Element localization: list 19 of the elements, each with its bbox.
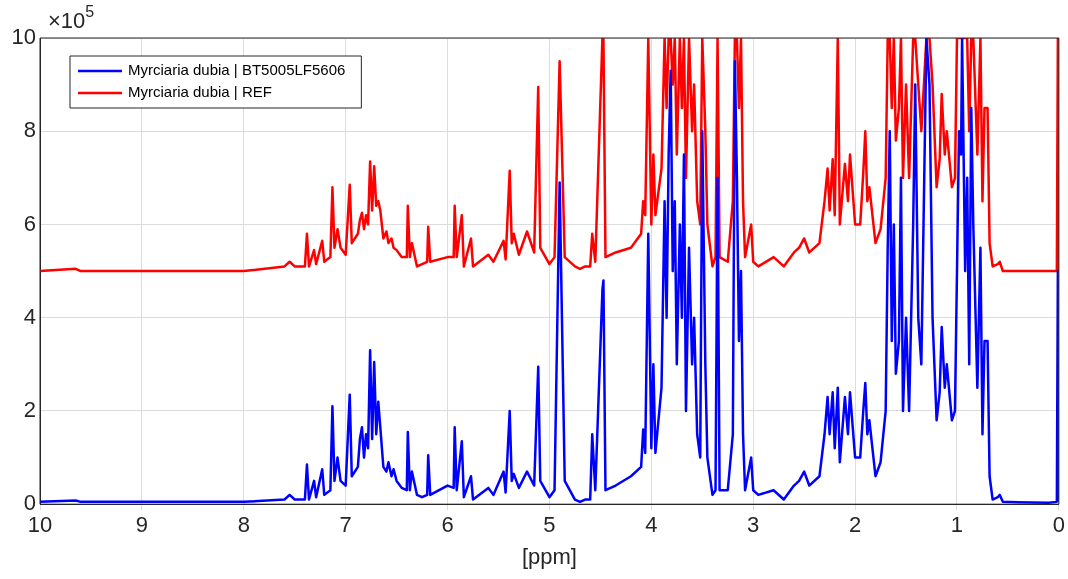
x-tick-label: 3 (747, 512, 760, 538)
y-tick-label: 2 (23, 397, 36, 423)
y-tick-label: 0 (23, 490, 36, 516)
x-axis-title: [ppm] (521, 543, 577, 569)
y-tick-label: 6 (23, 210, 36, 236)
y-tick-label: 4 (23, 303, 36, 329)
x-tick-label: 6 (441, 512, 454, 538)
x-tick-label: 2 (848, 512, 862, 538)
x-tick-label: 0 (1052, 512, 1066, 538)
y-tick-label: 8 (23, 117, 36, 143)
x-tick-label: 7 (339, 512, 352, 538)
legend-label: Myrciaria dubia | REF (128, 83, 272, 101)
x-tick-label: 1 (950, 512, 964, 538)
x-tick-label: 9 (135, 512, 149, 538)
legend-label: Myrciaria dubia | BT5005LF5606 (128, 61, 346, 79)
x-tick-label: 4 (645, 512, 658, 538)
y-tick-label: 10 (11, 24, 36, 50)
x-tick-label: 5 (543, 512, 556, 538)
x-tick-label: 8 (237, 512, 250, 538)
